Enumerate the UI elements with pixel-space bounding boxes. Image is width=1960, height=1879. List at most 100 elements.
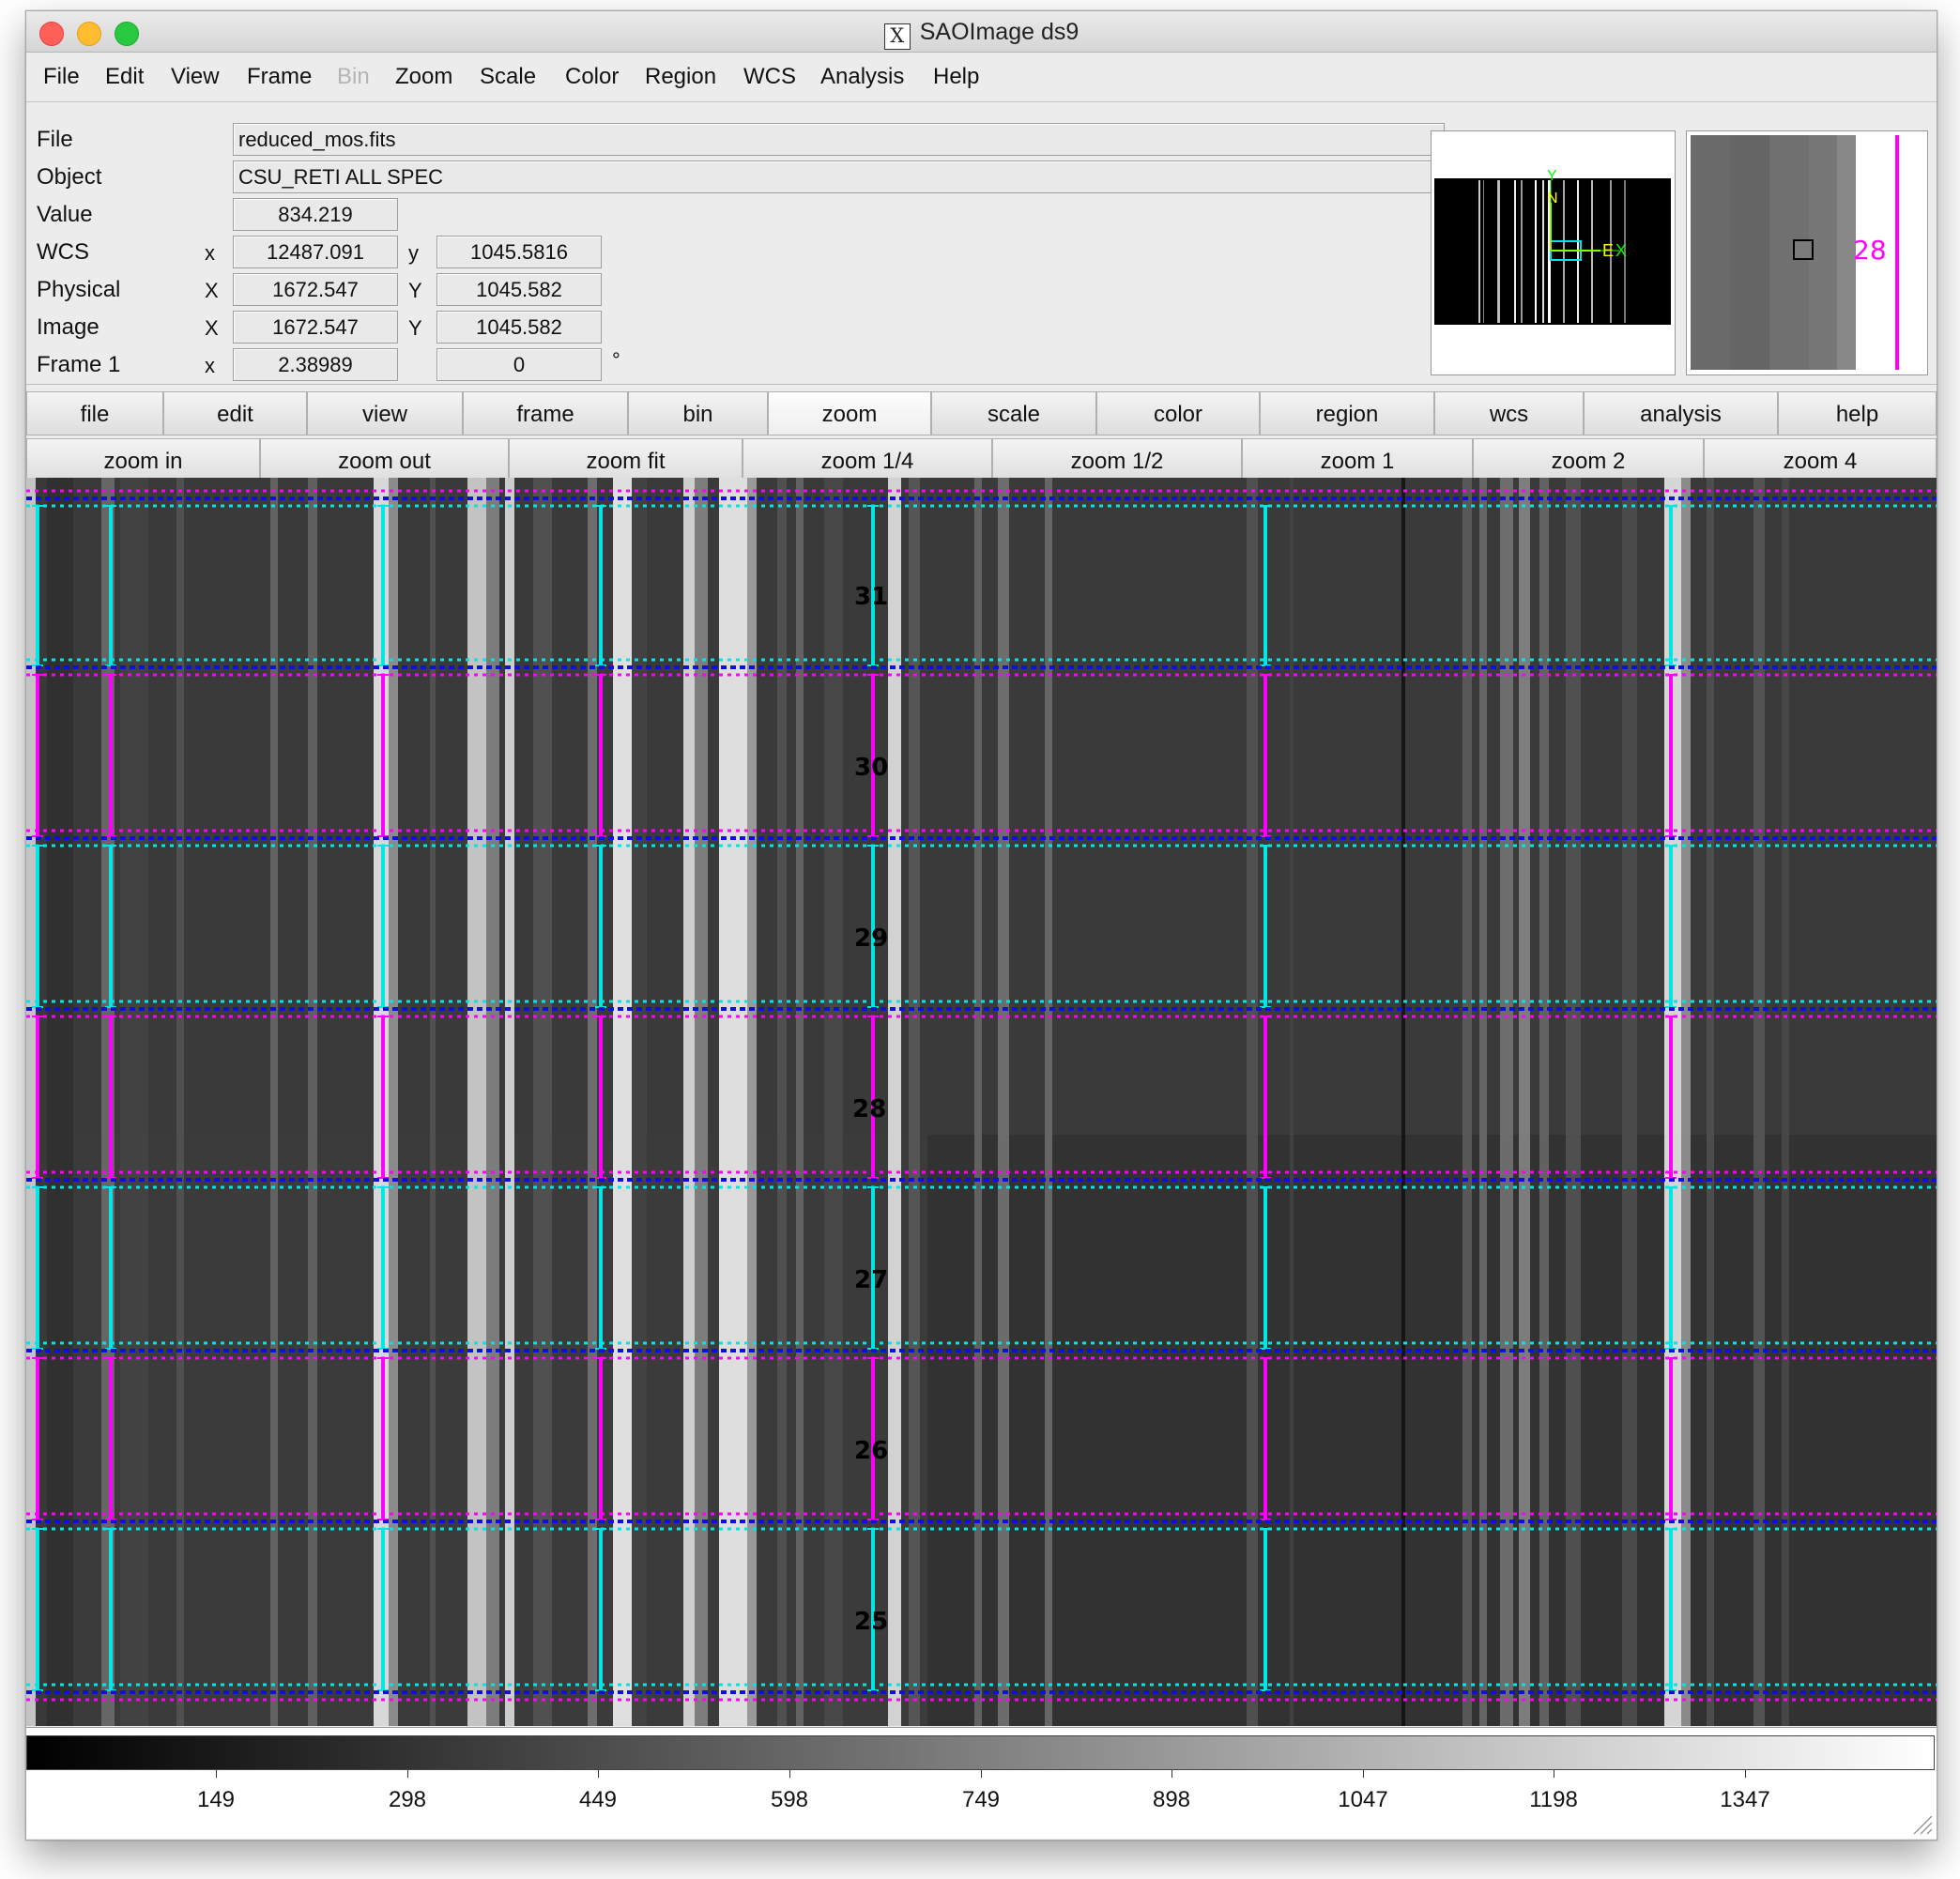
menu-region[interactable]: Region (645, 64, 717, 89)
close-button[interactable] (39, 22, 64, 46)
sky-line (974, 478, 982, 1726)
image-x-field: 1672.547 (233, 311, 398, 344)
menu-zoom[interactable]: Zoom (395, 64, 453, 89)
magnifier-cursor-box (1793, 239, 1814, 260)
sky-line (1681, 478, 1691, 1726)
spectra-background (26, 478, 1937, 1726)
slit-label-29: 29 (854, 924, 889, 953)
button-analysis[interactable]: analysis (1584, 391, 1778, 435)
sky-line (613, 478, 632, 1726)
button-frame[interactable]: frame (463, 391, 628, 435)
zoom-2-button[interactable]: zoom 2 (1473, 438, 1704, 482)
zoom-1-button[interactable]: zoom 1 (1242, 438, 1473, 482)
sky-line (270, 478, 278, 1726)
sky-line (1566, 478, 1581, 1726)
sky-line (1290, 478, 1294, 1726)
wcs-y-field: 1045.5816 (436, 236, 602, 268)
resize-grip-icon[interactable] (1912, 1814, 1933, 1835)
sky-line (1462, 478, 1472, 1726)
maximize-button[interactable] (115, 22, 139, 46)
sky-line (777, 478, 787, 1726)
sky-line (1539, 478, 1549, 1726)
magnifier-band (1837, 135, 1856, 370)
minimize-button[interactable] (77, 22, 101, 46)
sky-line (430, 478, 436, 1726)
physical-y-axis-label: Y (408, 279, 422, 302)
title-bar[interactable]: X SAOImage ds9 (26, 11, 1937, 53)
button-zoom[interactable]: zoom (768, 391, 931, 435)
panner-streak (1478, 180, 1480, 323)
menu-analysis[interactable]: Analysis (820, 64, 905, 89)
zoom-half-button[interactable]: zoom 1/2 (992, 438, 1242, 482)
menu-edit[interactable]: Edit (105, 64, 145, 89)
zoom-4-button[interactable]: zoom 4 (1704, 438, 1937, 482)
menu-scale[interactable]: Scale (480, 64, 537, 89)
slit-label-26: 26 (854, 1437, 889, 1465)
zoom-quarter-button[interactable]: zoom 1/4 (743, 438, 992, 482)
colorbar-tick (1745, 1770, 1746, 1778)
sky-line (47, 478, 73, 1726)
panner-streak (1610, 180, 1612, 323)
ds9-window: X SAOImage ds9 File Edit View Frame Bin Z… (25, 10, 1937, 1841)
button-scale[interactable]: scale (931, 391, 1096, 435)
colorbar-tick (789, 1770, 790, 1778)
menu-bar: File Edit View Frame Bin Zoom Scale Colo… (26, 53, 1937, 102)
button-file[interactable]: file (26, 391, 163, 435)
button-bin[interactable]: bin (628, 391, 768, 435)
panner-streak (1624, 180, 1626, 323)
slit-label-31: 31 (854, 583, 889, 611)
x11-icon: X (883, 23, 911, 50)
menu-help[interactable]: Help (933, 64, 980, 89)
sky-line (1401, 478, 1405, 1726)
image-display[interactable]: 31 30 29 28 27 26 25 (26, 478, 1937, 1726)
colorbar-tick (981, 1770, 982, 1778)
panner-streak (1542, 180, 1544, 323)
zoom-fit-button[interactable]: zoom fit (509, 438, 743, 482)
panner-streak (1497, 180, 1500, 323)
menu-wcs[interactable]: WCS (743, 64, 796, 89)
sky-line (719, 478, 747, 1726)
colorbar-tick (216, 1770, 217, 1778)
slit-regions (26, 489, 1937, 1702)
menu-color[interactable]: Color (565, 64, 620, 89)
panner-x-label: X (1615, 241, 1627, 260)
sky-line (1500, 478, 1513, 1726)
menu-file[interactable]: File (43, 64, 80, 89)
sky-line (533, 478, 552, 1726)
panner-streak (1514, 180, 1516, 323)
window-title: SAOImage ds9 (919, 19, 1080, 45)
button-edit[interactable]: edit (163, 391, 307, 435)
value-label: Value (37, 202, 93, 227)
sky-line (1045, 478, 1052, 1726)
menu-frame[interactable]: Frame (247, 64, 313, 89)
menu-bin: Bin (337, 64, 370, 89)
button-wcs[interactable]: wcs (1434, 391, 1584, 435)
sky-line (1707, 478, 1714, 1726)
button-help[interactable]: help (1778, 391, 1937, 435)
colorbar-tick-label: 1347 (1720, 1787, 1770, 1812)
sky-line (1753, 478, 1765, 1726)
panner-streak (1483, 180, 1484, 323)
zoom-in-button[interactable]: zoom in (26, 438, 260, 482)
sky-line (824, 478, 843, 1726)
button-view[interactable]: view (307, 391, 463, 435)
wcs-x-axis-label: x (205, 241, 215, 265)
button-color[interactable]: color (1096, 391, 1260, 435)
wcs-label: WCS (37, 239, 89, 265)
slit-label-28: 28 (852, 1095, 887, 1123)
colorbar-tick-label: 598 (770, 1787, 809, 1812)
panner-canvas: Y N E X (1434, 168, 1671, 325)
zoom-out-button[interactable]: zoom out (260, 438, 509, 482)
colorbar-tick-label: 149 (196, 1787, 236, 1812)
colorbar[interactable]: 149 298 449 598 749 898 1047 1198 1347 (26, 1727, 1937, 1839)
sky-line (695, 478, 708, 1726)
button-region[interactable]: region (1260, 391, 1434, 435)
physical-x-axis-label: X (205, 279, 219, 302)
menu-view[interactable]: View (171, 64, 220, 89)
magnifier-band (1691, 135, 1730, 370)
colorbar-tick-label: 898 (1152, 1787, 1191, 1812)
panner[interactable]: Y N E X (1431, 130, 1676, 375)
magnifier-canvas: 28 (1691, 135, 1923, 370)
physical-y-field: 1045.582 (436, 273, 602, 306)
sky-line (1479, 478, 1487, 1726)
